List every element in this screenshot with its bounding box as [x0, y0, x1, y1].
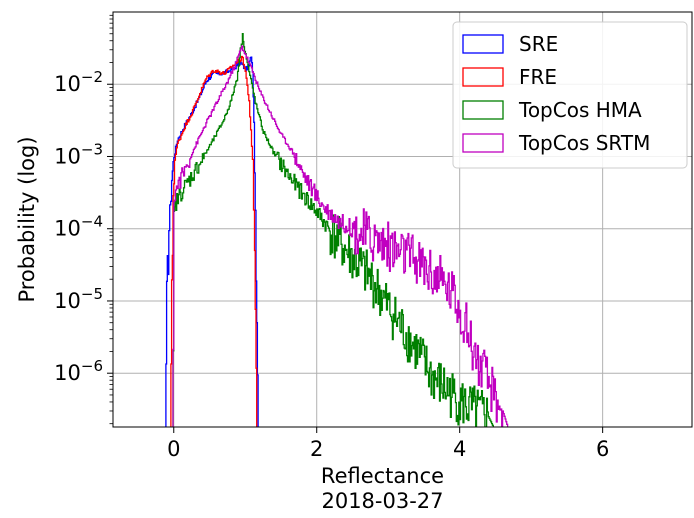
x-tick-label: 4 [453, 437, 466, 461]
legend-box [452, 21, 688, 169]
legend-label: SRE [519, 32, 558, 56]
x-tick-label: 0 [167, 437, 180, 461]
x-tick-label: 6 [596, 437, 609, 461]
y-tick-label: 10−5 [54, 285, 103, 313]
series-line-topcos-srtm [172, 45, 509, 427]
y-tick-label: 10−4 [54, 213, 103, 241]
series-line-fre [170, 55, 258, 427]
plot-frame [112, 11, 693, 428]
y-tick-label: 10−2 [54, 68, 103, 96]
legend-swatch [462, 34, 504, 54]
legend-swatch [462, 133, 504, 153]
legend-swatch [462, 100, 504, 120]
series-line-topcos-hma [172, 32, 494, 427]
y-axis-label: Probability (log) [15, 136, 39, 302]
x-axis-label: Reflectance [321, 464, 444, 488]
legend-label: TopCos SRTM [518, 131, 650, 155]
legend-label: TopCos HMA [518, 98, 642, 122]
x-axis-sublabel: 2018-03-27 [321, 489, 443, 513]
x-tick-label: 2 [310, 437, 323, 461]
series-lines [165, 32, 509, 427]
y-tick-label: 10−6 [54, 357, 103, 385]
axis-ticks: 0 2 4 6 10−6 10−5 10−4 10−3 10−2 [54, 14, 609, 461]
legend-swatch [462, 67, 504, 87]
legend-label: FRE [519, 65, 557, 89]
legend: SRE FRE TopCos HMA TopCos SRTM [452, 21, 688, 169]
y-tick-label: 10−3 [54, 140, 103, 168]
